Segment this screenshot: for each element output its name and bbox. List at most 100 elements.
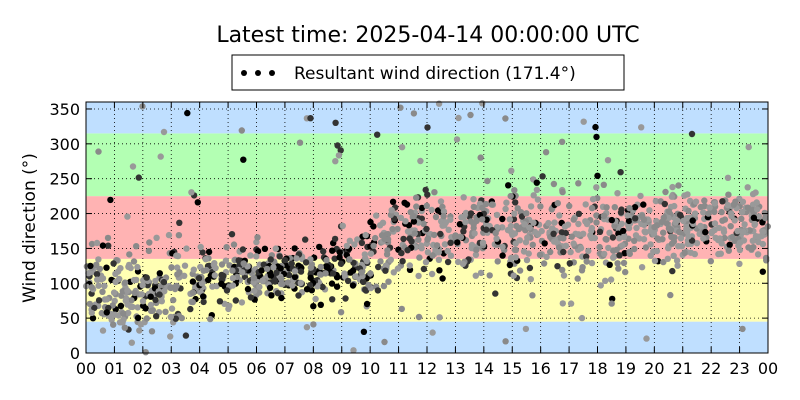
data-point [760, 228, 767, 235]
data-point [721, 234, 728, 242]
data-point [415, 272, 422, 280]
data-point [373, 212, 380, 219]
data-point [372, 234, 379, 242]
data-point [711, 220, 719, 227]
data-point [527, 276, 534, 283]
data-point [108, 316, 115, 323]
data-point [333, 274, 341, 281]
data-point [175, 232, 183, 239]
data-point [174, 271, 181, 278]
data-point [218, 280, 225, 287]
data-point [279, 280, 286, 288]
data-point [715, 224, 723, 232]
data-point [610, 254, 617, 261]
data-point [399, 258, 406, 265]
data-point [417, 157, 424, 165]
data-point [152, 277, 159, 285]
data-point [281, 256, 289, 264]
x-tick-label: 00 [758, 359, 778, 378]
data-point [160, 278, 168, 286]
data-point [431, 189, 438, 196]
data-point [415, 313, 423, 321]
data-point [276, 253, 283, 260]
data-point [467, 210, 475, 217]
data-point [374, 131, 381, 138]
data-point [660, 229, 667, 236]
data-point [322, 270, 329, 277]
data-point [516, 267, 524, 274]
data-point [168, 305, 176, 312]
data-point [420, 265, 428, 273]
data-point [415, 236, 422, 243]
data-point [316, 243, 323, 251]
data-point [684, 240, 691, 248]
data-point [442, 219, 450, 226]
data-point [436, 314, 443, 321]
data-point [626, 205, 633, 212]
data-point [685, 233, 692, 240]
data-point [336, 249, 343, 256]
x-tick-label: 05 [218, 359, 238, 378]
data-point [601, 250, 608, 258]
data-point [725, 247, 732, 254]
data-point [665, 208, 673, 215]
data-point [398, 144, 406, 151]
data-point [570, 216, 577, 223]
data-point [110, 260, 117, 267]
x-tick-label: 04 [189, 359, 209, 378]
y-tick-label: 200 [49, 205, 80, 224]
y-tick-label: 300 [49, 135, 80, 154]
data-point [88, 284, 96, 291]
data-point [277, 265, 284, 272]
data-point [756, 233, 763, 240]
data-point [444, 247, 451, 255]
data-point [511, 230, 519, 237]
data-point [734, 227, 741, 235]
data-point [584, 219, 591, 227]
data-point [406, 262, 413, 269]
data-point [729, 233, 736, 241]
data-point [104, 234, 112, 242]
data-point [303, 324, 311, 331]
data-point [506, 261, 514, 269]
x-tick-label: 01 [104, 359, 124, 378]
data-point [291, 268, 299, 275]
data-point [423, 225, 430, 233]
data-point [653, 222, 661, 229]
data-point [194, 199, 201, 206]
y-tick-label: 50 [60, 309, 80, 328]
legend-marker [255, 70, 261, 76]
data-point [139, 282, 146, 289]
x-tick-label: 11 [388, 359, 408, 378]
data-point [422, 186, 429, 194]
data-point [675, 182, 682, 189]
data-point [134, 304, 141, 311]
data-point [701, 197, 708, 204]
data-point [247, 252, 254, 259]
data-point [88, 240, 96, 248]
data-point [143, 274, 150, 281]
data-point [669, 267, 676, 275]
data-point [388, 207, 395, 214]
x-tick-label: 22 [701, 359, 721, 378]
data-point [296, 139, 304, 146]
data-point [566, 202, 573, 210]
data-point [462, 209, 470, 217]
data-point [238, 127, 245, 134]
data-point [744, 184, 751, 191]
data-point [228, 231, 236, 238]
data-point [435, 256, 443, 263]
data-point [362, 286, 369, 293]
legend-box [231, 54, 625, 91]
data-point [567, 300, 575, 307]
data-point [319, 283, 326, 291]
y-tick-label: 350 [49, 100, 80, 119]
data-point [352, 273, 359, 280]
data-point [458, 214, 465, 221]
data-point [387, 211, 395, 219]
data-point [761, 209, 768, 217]
data-point [93, 271, 101, 278]
data-point [223, 287, 231, 294]
data-point [216, 298, 224, 305]
x-tick-label: 17 [559, 359, 579, 378]
